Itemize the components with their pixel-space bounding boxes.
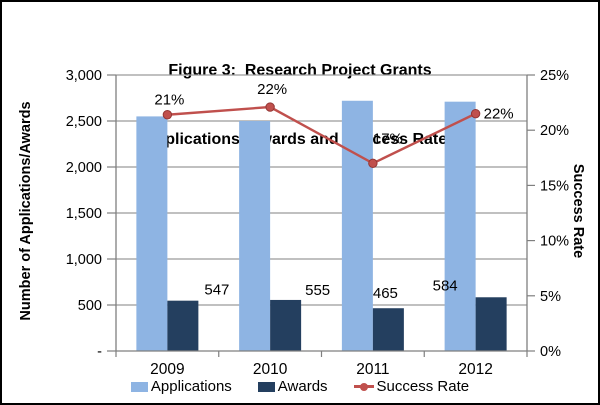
legend-label-awards: Awards — [277, 378, 328, 395]
right-tick-label: 5% — [540, 289, 561, 305]
left-tick-label: 2,000 — [66, 160, 102, 176]
left-tick-label: 1,500 — [66, 206, 102, 222]
left-tick-label: 3,000 — [66, 68, 102, 84]
success-rate-marker-2010 — [265, 102, 275, 112]
bar-data-label: 547 — [204, 282, 229, 299]
bar-applications-2010 — [239, 121, 271, 351]
applications-swatch-icon — [130, 381, 148, 392]
x-category-label: 2009 — [150, 361, 184, 378]
right-tick-label: 15% — [540, 178, 569, 194]
right-tick-label: 10% — [540, 234, 569, 250]
right-tick-label: 25% — [540, 68, 569, 84]
left-tick-label: 2,500 — [66, 114, 102, 130]
bar-applications-2011 — [341, 100, 373, 351]
right-tick-label: 20% — [540, 123, 569, 139]
bar-data-label: 555 — [305, 282, 330, 299]
legend-label-applications: Applications — [150, 378, 232, 395]
bar-data-label: 584 — [433, 277, 458, 294]
line-data-label: 21% — [154, 92, 184, 109]
success-rate-marker-2012 — [470, 108, 481, 119]
legend-item-awards: Awards — [257, 378, 328, 395]
bar-awards-2012 — [475, 297, 507, 351]
bar-awards-2009 — [167, 300, 199, 351]
bar-awards-2011 — [372, 308, 404, 351]
bar-applications-2012 — [444, 101, 476, 352]
bar-data-label: 465 — [373, 285, 398, 302]
success-rate-line — [167, 105, 477, 165]
line-data-label: 22% — [484, 106, 514, 123]
success-rate-marker-2011 — [368, 158, 378, 169]
success-rate-line-icon — [353, 385, 374, 388]
left-tick-label: 500 — [78, 298, 102, 314]
right-tick-label: 0% — [540, 344, 561, 360]
legend-label-success-rate: Success Rate — [376, 378, 470, 395]
line-data-label: 17% — [373, 130, 403, 147]
awards-swatch-icon — [257, 381, 275, 392]
bar-awards-2010 — [270, 299, 302, 351]
legend-item-applications: Applications — [130, 378, 232, 395]
left-tick-label: - — [97, 344, 102, 360]
x-category-label: 2010 — [253, 361, 288, 378]
x-category-label: 2011 — [356, 361, 389, 378]
line-data-label: 22% — [257, 81, 287, 98]
x-category-label: 2012 — [458, 361, 492, 378]
chart-legend: Applications Awards Success Rate — [2, 378, 598, 395]
legend-item-success-rate: Success Rate — [353, 378, 470, 395]
bar-applications-2009 — [136, 116, 168, 352]
success-rate-marker-2009 — [162, 110, 173, 120]
left-tick-label: 1,000 — [66, 252, 102, 268]
